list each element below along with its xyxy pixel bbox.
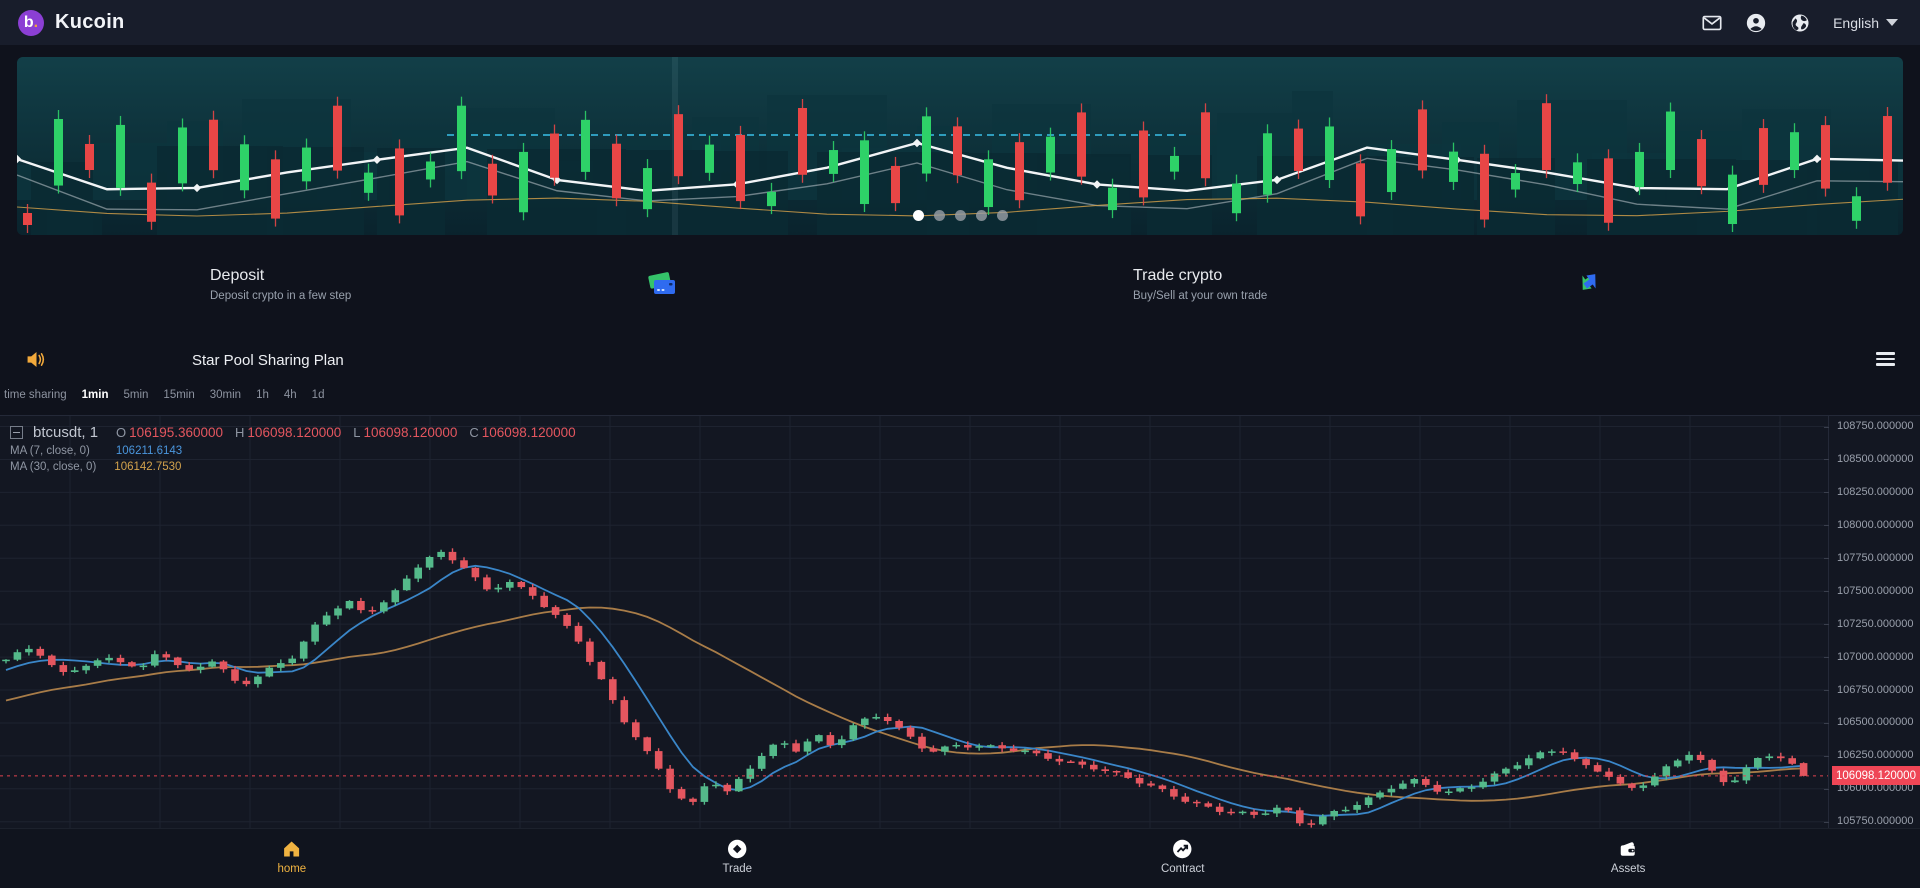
promo-banner-carousel[interactable] (17, 57, 1903, 235)
swap-arrows-icon (1582, 274, 1596, 290)
contract-icon (1173, 839, 1192, 859)
kucoin-logo-icon[interactable]: b. (18, 9, 44, 36)
deposit-subtitle: Deposit crypto in a few step (210, 290, 352, 302)
nav-item-trade[interactable]: Trade (722, 839, 752, 875)
carousel-dot[interactable] (996, 210, 1008, 221)
high-value: 106098.120000 (247, 425, 342, 440)
chart-legend: btcusdt, 1 O 106195.360000 H 106098.120000… (10, 424, 576, 473)
y-axis-label: 108500.000000 (1837, 453, 1914, 465)
last-price-tag: 106098.120000 (1832, 766, 1920, 785)
y-axis-label: 106500.000000 (1837, 716, 1914, 728)
interval-tab-1d[interactable]: 1d (311, 389, 325, 401)
interval-tab-4h[interactable]: 4h (283, 389, 297, 401)
collapse-legend-icon[interactable] (10, 426, 23, 439)
deposit-title: Deposit (210, 267, 265, 284)
y-axis-label: 108750.000000 (1837, 420, 1914, 432)
speaker-icon (27, 351, 45, 368)
y-axis-label: 105750.000000 (1837, 815, 1914, 827)
nav-item-contract[interactable]: Contract (1161, 839, 1204, 875)
interval-tab-15min[interactable]: 15min (163, 389, 195, 401)
cards-icon (648, 272, 675, 294)
ma30-legend: MA (30, close, 0) 106142.7530 (10, 461, 182, 473)
candlestick-chart[interactable]: btcusdt, 1 O 106195.360000 H 106098.120000… (0, 415, 1920, 829)
price-axis: 106098.120000 108750.000000 108500.000000… (1824, 416, 1920, 829)
y-axis-label: 107750.000000 (1837, 552, 1914, 564)
chevron-down-icon (1886, 19, 1898, 26)
y-axis-label: 106750.000000 (1837, 684, 1914, 696)
symbol-label: btcusdt, 1 (33, 424, 99, 441)
interval-tab-1min[interactable]: 1min (81, 389, 109, 401)
banner-artwork (17, 57, 1903, 235)
y-axis-label: 106000.000000 (1837, 782, 1914, 794)
trade-icon (728, 839, 747, 859)
ma30-value: 106142.7530 (114, 461, 182, 473)
menu-icon[interactable] (1876, 352, 1895, 369)
ma7-value: 106211.6143 (115, 445, 183, 457)
carousel-dots (17, 210, 1903, 221)
announcement-text: Star Pool Sharing Plan (192, 352, 344, 369)
language-label: English (1833, 14, 1879, 31)
carousel-dot[interactable] (954, 210, 966, 221)
mail-icon[interactable] (1701, 12, 1723, 34)
y-axis-label: 108000.000000 (1837, 519, 1914, 531)
interval-tab-1h[interactable]: 1h (256, 389, 269, 401)
assets-icon (1621, 842, 1636, 856)
ohlc-values: O 106195.360000 H 106098.120000 L 106098.12… (116, 425, 576, 440)
bottom-nav: home Trade Contract Assets (0, 828, 1920, 888)
nav-item-home[interactable]: home (277, 839, 306, 875)
interval-tab-30min[interactable]: 30min (209, 389, 242, 401)
close-value: 106098.120000 (481, 425, 576, 440)
interval-tab-5min[interactable]: 5min (123, 389, 149, 401)
nav-item-assets[interactable]: Assets (1611, 839, 1645, 875)
y-axis-label: 106250.000000 (1837, 749, 1914, 761)
y-axis-label: 107250.000000 (1837, 618, 1914, 630)
carousel-dot[interactable] (912, 210, 924, 221)
language-selector[interactable]: English (1833, 15, 1898, 31)
carousel-dot[interactable] (975, 210, 987, 221)
brand-title: Kucoin (55, 11, 125, 33)
home-icon (284, 841, 300, 857)
y-axis-label: 107000.000000 (1837, 651, 1914, 663)
y-axis-label: 108250.000000 (1837, 486, 1914, 498)
y-axis-label: 107500.000000 (1837, 585, 1914, 597)
open-value: 106195.360000 (129, 425, 224, 440)
carousel-dot[interactable] (933, 210, 945, 221)
low-value: 106098.120000 (363, 425, 458, 440)
app-header: b. Kucoin English (0, 0, 1920, 45)
user-icon[interactable] (1745, 12, 1767, 34)
interval-tabs: time sharing 1min 5min 15min 30min 1h 4h 1d (4, 389, 324, 401)
ma7-legend: MA (7, close, 0) 106211.6143 (10, 445, 183, 457)
chart-canvas[interactable] (0, 416, 1828, 829)
interval-tab-time-sharing[interactable]: time sharing (4, 389, 67, 401)
trade-crypto-title: Trade crypto (1133, 267, 1223, 284)
trade-crypto-subtitle: Buy/Sell at your own trade (1133, 290, 1268, 302)
globe-icon[interactable] (1789, 12, 1811, 34)
